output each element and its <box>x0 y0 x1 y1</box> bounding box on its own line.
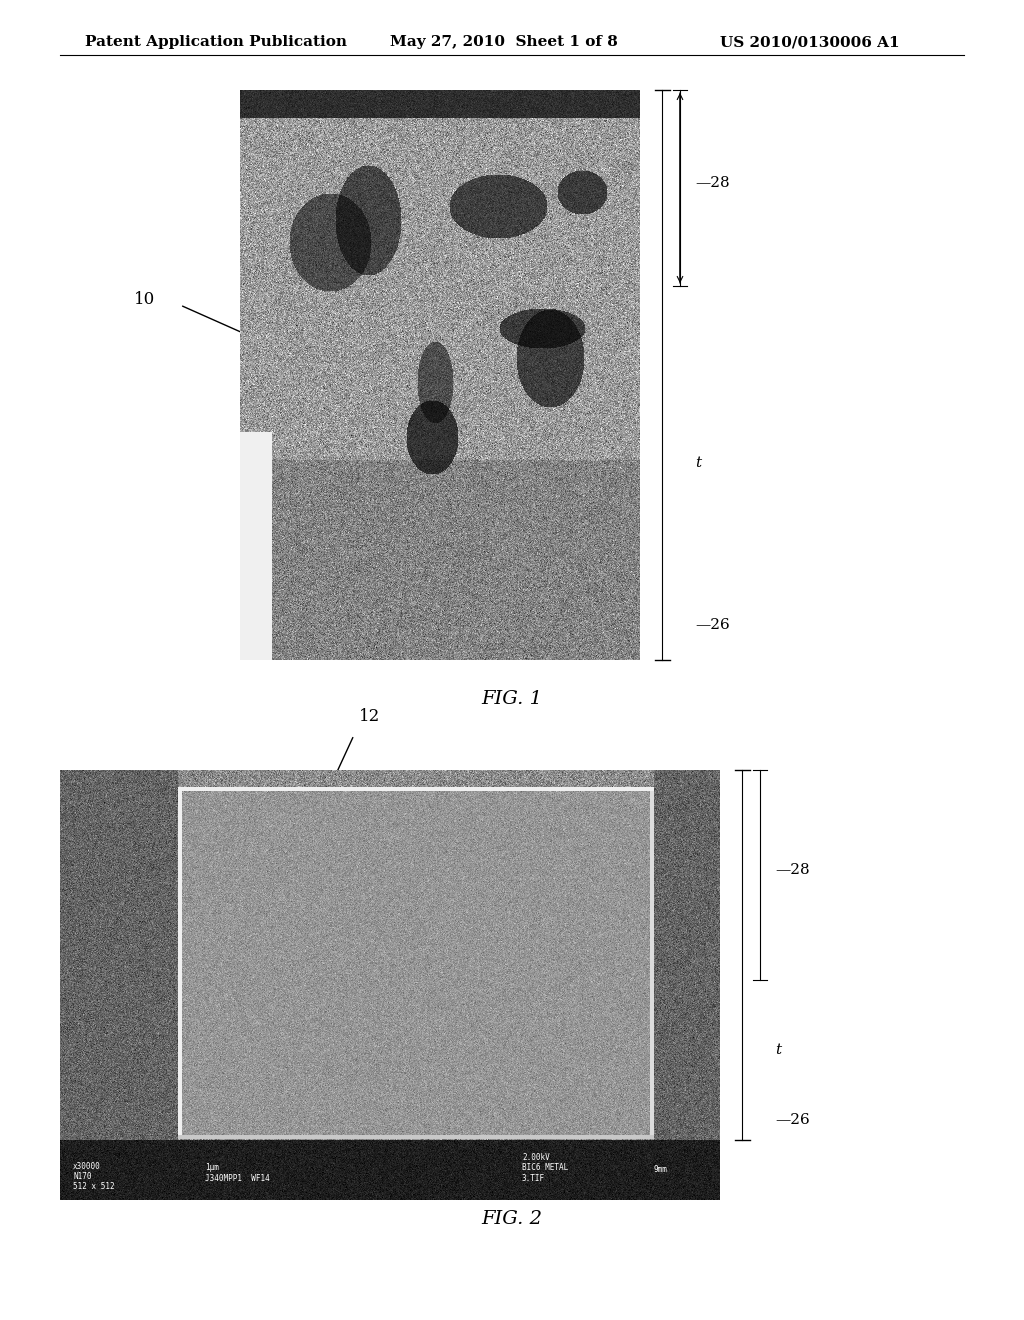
Text: —26: —26 <box>695 618 730 632</box>
Text: 2.00kV
BIC6 METAL
3.TIF: 2.00kV BIC6 METAL 3.TIF <box>522 1152 568 1183</box>
Text: —28: —28 <box>695 176 730 190</box>
Text: —28: —28 <box>775 863 810 876</box>
Text: 12: 12 <box>359 708 380 725</box>
Text: x30000
N170
512 x 512: x30000 N170 512 x 512 <box>73 1162 115 1192</box>
Text: FIG. 1: FIG. 1 <box>481 690 543 708</box>
Text: 1 um: 1 um <box>255 630 284 640</box>
Text: US 2010/0130006 A1: US 2010/0130006 A1 <box>720 36 900 49</box>
Text: 9mm: 9mm <box>654 1166 668 1175</box>
Text: 10: 10 <box>134 292 155 309</box>
Text: t: t <box>695 455 701 470</box>
Text: May 27, 2010  Sheet 1 of 8: May 27, 2010 Sheet 1 of 8 <box>390 36 617 49</box>
Text: 1μm
J340MPP1  WF14: 1μm J340MPP1 WF14 <box>205 1163 270 1183</box>
Text: t: t <box>775 1043 781 1057</box>
Text: —26: —26 <box>775 1113 810 1127</box>
Text: Patent Application Publication: Patent Application Publication <box>85 36 347 49</box>
Text: FIG. 2: FIG. 2 <box>481 1210 543 1228</box>
